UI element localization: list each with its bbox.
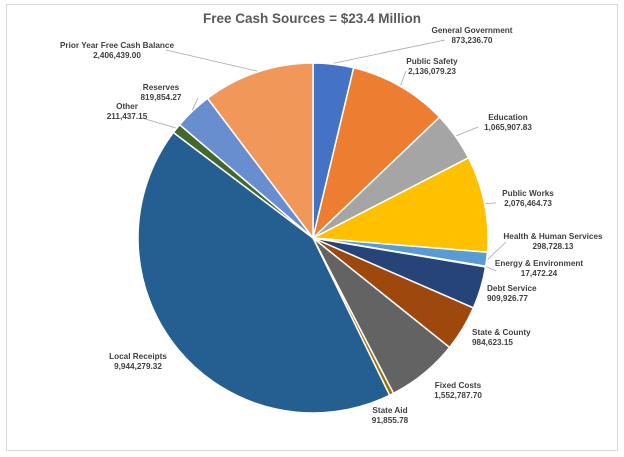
- slice-label-debt-service: Debt Service: [487, 284, 537, 293]
- slice-label-local-receipts: Local Receipts: [109, 352, 167, 361]
- slice-value-state-and-county: 984,623.15: [472, 338, 513, 347]
- slice-value-public-safety: 2,136,079.23: [408, 67, 456, 76]
- pie-slice-public-works: [310, 156, 489, 254]
- leader-line-health-and-human-services: [487, 241, 507, 260]
- slice-label-state-aid: State Aid: [372, 406, 407, 415]
- slice-label-state-and-county: State & County: [472, 328, 531, 337]
- slice-label-health-and-human-services: Health & Human Services: [503, 232, 603, 241]
- leader-line-other: [141, 117, 176, 129]
- slice-value-reserves: 819,854.27: [141, 93, 182, 102]
- slice-value-education: 1,065,907.83: [484, 123, 532, 132]
- leader-line-public-safety: [400, 70, 407, 86]
- slice-label-public-safety: Public Safety: [406, 57, 458, 66]
- slice-value-prior-year-free-cash-balance: 2,406,439.00: [93, 51, 141, 60]
- pie-slice-local-receipts: [137, 131, 391, 414]
- leader-line-public-works: [485, 202, 497, 204]
- slice-label-education: Education: [488, 113, 528, 122]
- slice-label-reserves: Reserves: [143, 83, 180, 92]
- slice-label-energy-and-environment: Energy & Environment: [495, 259, 584, 268]
- leader-line-education: [456, 126, 479, 137]
- leader-line-reserves: [191, 97, 199, 111]
- slice-value-debt-service: 909,926.77: [487, 294, 528, 303]
- slice-value-fixed-costs: 1,552,787.70: [434, 391, 482, 400]
- slice-label-public-works: Public Works: [502, 189, 554, 198]
- slice-label-general-government: General Government: [432, 26, 513, 35]
- slice-value-public-works: 2,076,464.73: [504, 199, 552, 208]
- leader-line-prior-year-free-cash-balance: [165, 49, 258, 72]
- leader-line-energy-and-environment: [486, 266, 497, 272]
- leader-line-general-government: [333, 39, 446, 64]
- slice-value-state-aid: 91,855.78: [372, 416, 409, 425]
- chart-title: Free Cash Sources = $23.4 Million: [203, 11, 421, 26]
- slice-value-energy-and-environment: 17,472.24: [521, 269, 558, 278]
- slice-label-prior-year-free-cash-balance: Prior Year Free Cash Balance: [60, 41, 175, 50]
- slice-value-other: 211,437.15: [107, 112, 148, 121]
- slice-label-fixed-costs: Fixed Costs: [435, 381, 482, 390]
- slice-value-local-receipts: 9,944,279.32: [114, 362, 162, 371]
- slice-label-other: Other: [116, 102, 139, 111]
- pie-slice-public-safety: [311, 66, 441, 241]
- slice-value-general-government: 873,236.70: [452, 36, 493, 45]
- pie-slice-prior-year-free-cash-balance: [206, 62, 314, 241]
- slice-value-health-and-human-services: 298,728.13: [533, 242, 574, 251]
